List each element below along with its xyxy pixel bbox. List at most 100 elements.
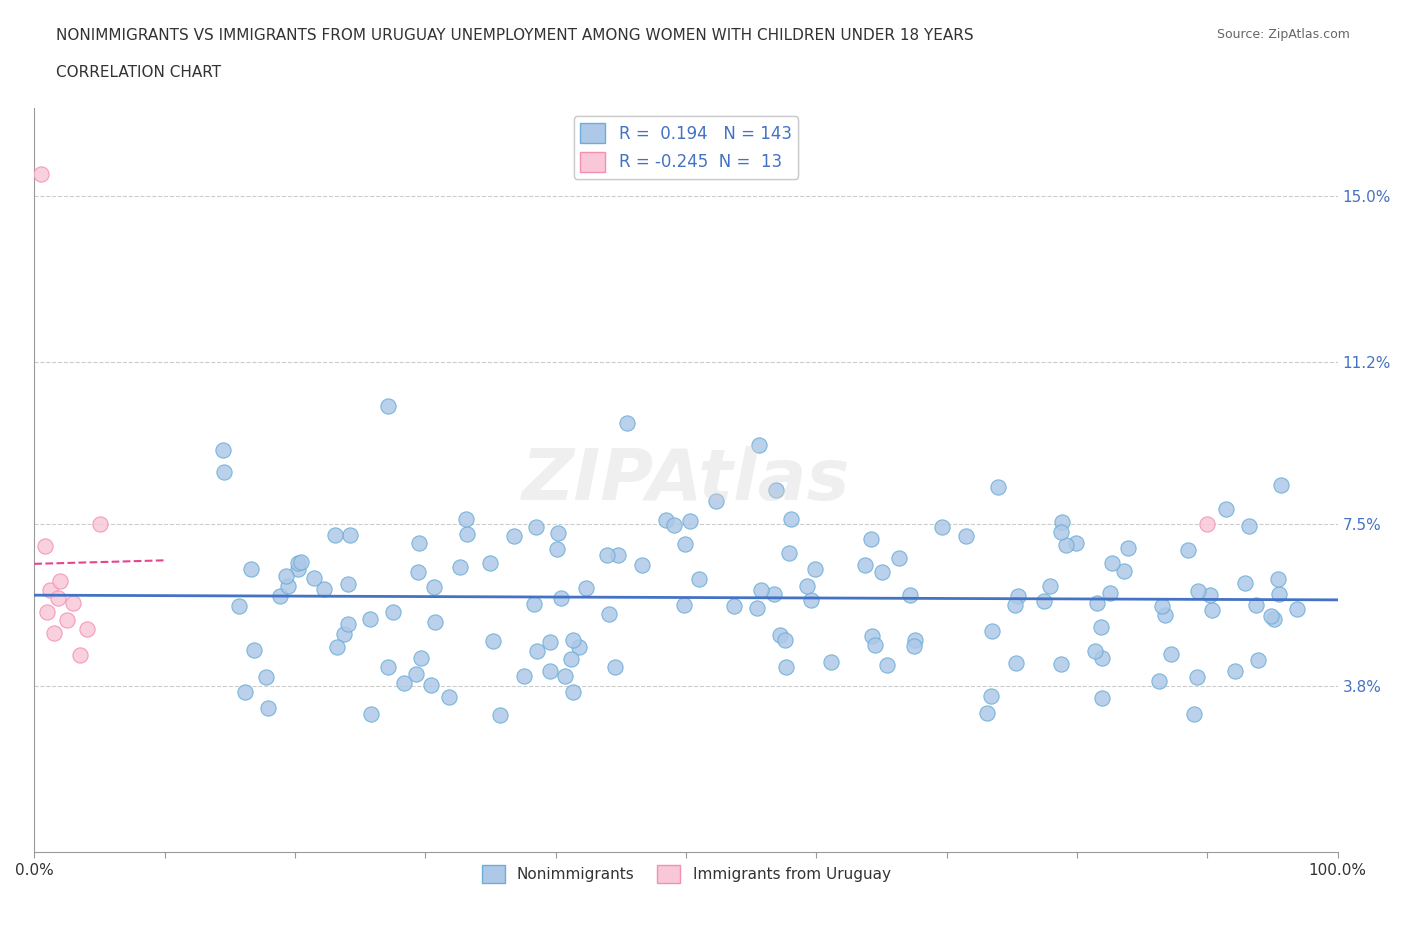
Point: [775, 660, 797, 675]
Point: [481, 633, 503, 648]
Point: [287, 555, 309, 570]
Point: [254, 670, 277, 684]
Point: [855, 558, 877, 573]
Point: [1270, 477, 1292, 492]
Point: [889, 551, 911, 565]
Point: [1182, 707, 1205, 722]
Point: [1098, 586, 1121, 601]
Point: [405, 666, 427, 681]
Point: [1154, 607, 1177, 622]
Point: [1004, 597, 1026, 612]
Point: [449, 560, 471, 575]
Point: [762, 587, 785, 602]
Point: [765, 482, 787, 497]
Point: [562, 684, 585, 699]
Point: [1050, 525, 1073, 539]
Point: [256, 700, 278, 715]
Text: NONIMMIGRANTS VS IMMIGRANTS FROM URUGUAY UNEMPLOYMENT AMONG WOMEN WITH CHILDREN : NONIMMIGRANTS VS IMMIGRANTS FROM URUGUAY…: [56, 28, 974, 43]
Point: [1054, 538, 1077, 552]
Point: [1090, 619, 1112, 634]
Point: [269, 589, 291, 604]
Point: [1177, 543, 1199, 558]
Point: [804, 562, 827, 577]
Point: [62, 595, 84, 610]
Point: [302, 571, 325, 586]
Point: [30, 166, 52, 181]
Point: [69, 648, 91, 663]
Point: [673, 598, 696, 613]
Point: [778, 546, 800, 561]
Point: [1052, 514, 1074, 529]
Point: [1007, 589, 1029, 604]
Point: [546, 542, 568, 557]
Point: [339, 528, 361, 543]
Point: [523, 596, 546, 611]
Point: [332, 627, 354, 642]
Point: [616, 416, 638, 431]
Point: [214, 465, 236, 480]
Point: [1244, 598, 1267, 613]
Point: [1150, 599, 1173, 614]
Point: [796, 578, 818, 593]
Point: [860, 629, 883, 644]
Text: Source: ZipAtlas.com: Source: ZipAtlas.com: [1216, 28, 1350, 41]
Point: [489, 707, 512, 722]
Point: [769, 627, 792, 642]
Point: [478, 555, 501, 570]
Point: [955, 528, 977, 543]
Point: [860, 531, 883, 546]
Point: [688, 571, 710, 586]
Point: [904, 632, 927, 647]
Point: [439, 690, 461, 705]
Point: [1066, 536, 1088, 551]
Point: [337, 617, 360, 631]
Point: [1267, 572, 1289, 587]
Legend: R =  0.194   N = 143, R = -0.245  N =  13: R = 0.194 N = 143, R = -0.245 N = 13: [574, 116, 799, 179]
Point: [560, 651, 582, 666]
Point: [1101, 556, 1123, 571]
Text: CORRELATION CHART: CORRELATION CHART: [56, 65, 221, 80]
Point: [1185, 669, 1208, 684]
Point: [323, 527, 346, 542]
Point: [1039, 578, 1062, 593]
Point: [1187, 584, 1209, 599]
Point: [800, 592, 823, 607]
Point: [1215, 501, 1237, 516]
Point: [1263, 612, 1285, 627]
Point: [976, 706, 998, 721]
Point: [1116, 541, 1139, 556]
Point: [312, 582, 335, 597]
Point: [655, 512, 678, 527]
Point: [503, 529, 526, 544]
Point: [233, 684, 256, 699]
Point: [1260, 608, 1282, 623]
Point: [1033, 593, 1056, 608]
Point: [1267, 587, 1289, 602]
Point: [747, 601, 769, 616]
Point: [673, 537, 696, 551]
Point: [392, 676, 415, 691]
Point: [1201, 602, 1223, 617]
Point: [359, 612, 381, 627]
Point: [456, 526, 478, 541]
Point: [749, 583, 772, 598]
Point: [554, 669, 576, 684]
Point: [1160, 646, 1182, 661]
Point: [748, 437, 770, 452]
Point: [987, 480, 1010, 495]
Point: [1286, 602, 1309, 617]
Point: [1085, 595, 1108, 610]
Point: [287, 562, 309, 577]
Point: [336, 577, 359, 591]
Point: [1004, 656, 1026, 671]
Point: [46, 591, 69, 605]
Point: [360, 707, 382, 722]
Point: [561, 632, 583, 647]
Point: [598, 606, 620, 621]
Point: [679, 514, 702, 529]
Point: [526, 644, 548, 658]
Point: [773, 632, 796, 647]
Point: [1223, 664, 1246, 679]
Point: [377, 398, 399, 413]
Point: [1147, 674, 1170, 689]
